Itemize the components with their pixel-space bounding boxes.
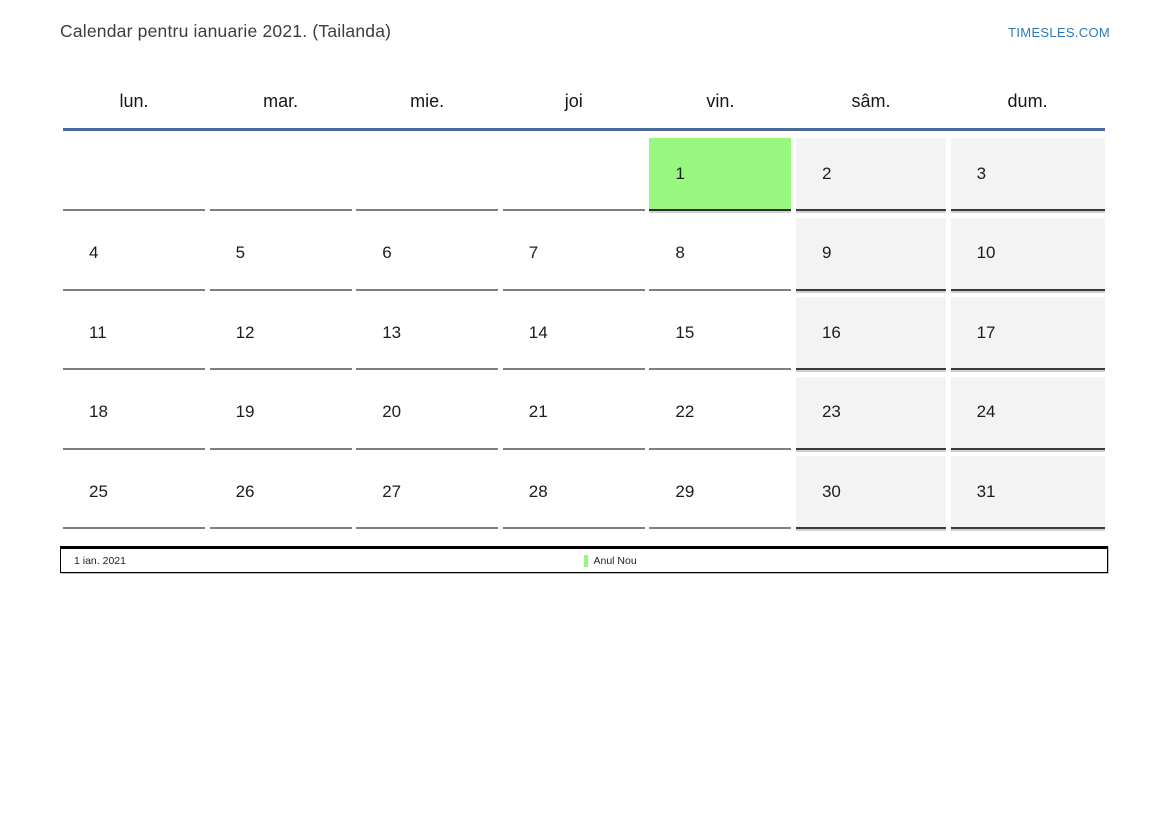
day-cell-30: 30 <box>795 456 946 529</box>
day-cell-8: 8 <box>649 218 792 291</box>
day-cell-9: 9 <box>795 217 946 291</box>
day-number: 29 <box>675 481 695 501</box>
day-number: 31 <box>976 481 996 501</box>
day-cell-29: 29 <box>649 456 792 529</box>
day-cell-13: 13 <box>356 297 499 370</box>
day-number: 26 <box>235 481 255 501</box>
day-cell-7: 7 <box>502 218 645 291</box>
day-cell-24: 24 <box>950 376 1105 450</box>
day-cell-17: 17 <box>950 297 1105 370</box>
day-number: 22 <box>675 402 695 421</box>
day-cell-27: 27 <box>356 456 499 529</box>
day-number: 10 <box>976 243 996 262</box>
day-number: 2 <box>821 163 832 183</box>
weekday-header-dum: dum. <box>1007 90 1048 111</box>
day-number: 3 <box>976 163 987 183</box>
day-cell-6: 6 <box>356 218 499 291</box>
day-grid: 1 2 3 4 5 6 7 8 9 10 11 12 13 14 15 16 17 18 19 20 21 22 23 24 2… <box>63 138 1105 529</box>
weekday-header-sam: sâm. <box>851 90 891 111</box>
day-cell-12: 12 <box>209 297 352 370</box>
day-number: 30 <box>821 481 841 501</box>
day-number: 19 <box>235 402 255 421</box>
day-cell-10: 10 <box>950 217 1105 291</box>
day-number: 27 <box>382 481 402 501</box>
day-cell-11: 11 <box>63 297 205 370</box>
legend-date: 1 ian. 2021 <box>74 554 126 567</box>
page-title: Calendar pentru ianuarie 2021. (Tailanda… <box>60 21 392 41</box>
weekday-header-lun: lun. <box>119 90 149 111</box>
day-number: 24 <box>976 402 996 421</box>
day-cell-empty <box>63 138 205 211</box>
day-number: 13 <box>382 322 402 342</box>
day-number: 9 <box>821 243 832 262</box>
day-cell-19: 19 <box>209 377 352 450</box>
day-number: 5 <box>235 243 246 262</box>
day-cell-25: 25 <box>63 456 205 529</box>
weekday-header-mie: mie. <box>410 90 445 111</box>
day-cell-5: 5 <box>209 218 352 291</box>
day-number: 18 <box>89 402 108 421</box>
legend-box: 1 ian. 2021 Anul Nou <box>60 546 1108 573</box>
day-cell-4: 4 <box>63 218 205 291</box>
weekday-header-joi: joi <box>564 90 583 111</box>
day-cell-23: 23 <box>795 376 946 450</box>
day-cell-18: 18 <box>63 377 205 450</box>
day-cell-3: 3 <box>950 138 1105 211</box>
event-marker-icon <box>584 554 588 567</box>
day-number: 11 <box>89 322 107 342</box>
day-cell-empty <box>356 138 499 211</box>
brand-link[interactable]: TIMESLES.COM <box>1008 25 1110 40</box>
day-cell-28: 28 <box>502 456 645 529</box>
day-cell-21: 21 <box>502 377 645 450</box>
day-number: 17 <box>976 322 996 342</box>
legend-event-label: Anul Nou <box>593 554 637 567</box>
weekday-header-vin: vin. <box>706 90 735 111</box>
day-cell-16: 16 <box>795 297 946 370</box>
day-number: 25 <box>89 481 108 501</box>
header-divider <box>63 128 1105 131</box>
day-number: 7 <box>528 243 539 262</box>
day-number: 1 <box>675 163 685 183</box>
weekday-header-row: lun. mar. mie. joi vin. sâm. dum. <box>63 83 1105 119</box>
weekday-header-mar: mar. <box>263 90 299 111</box>
legend-event: Anul Nou <box>584 554 637 567</box>
day-number: 28 <box>528 481 548 501</box>
day-cell-1: 1 <box>649 138 792 211</box>
day-number: 4 <box>89 243 99 262</box>
day-cell-empty <box>502 138 645 211</box>
day-number: 20 <box>382 402 402 421</box>
day-number: 14 <box>528 322 548 342</box>
day-cell-14: 14 <box>502 297 645 370</box>
day-cell-15: 15 <box>649 297 792 370</box>
day-number: 12 <box>235 322 255 342</box>
day-number: 8 <box>675 243 685 262</box>
day-number: 21 <box>528 402 548 421</box>
day-number: 16 <box>821 322 841 342</box>
month-calendar: lun. mar. mie. joi vin. sâm. dum. 1 2 3 4 5 6 7 8 9 10 1… <box>63 83 1105 529</box>
day-cell-2: 2 <box>795 138 946 211</box>
day-cell-26: 26 <box>209 456 352 529</box>
day-cell-31: 31 <box>950 456 1105 529</box>
day-number: 15 <box>675 322 695 342</box>
day-cell-empty <box>209 138 352 211</box>
day-number: 6 <box>382 243 392 262</box>
top-bar: Calendar pentru ianuarie 2021. (Tailanda… <box>0 0 1169 42</box>
day-number: 23 <box>821 402 841 421</box>
day-cell-22: 22 <box>649 377 792 450</box>
day-cell-20: 20 <box>356 377 499 450</box>
